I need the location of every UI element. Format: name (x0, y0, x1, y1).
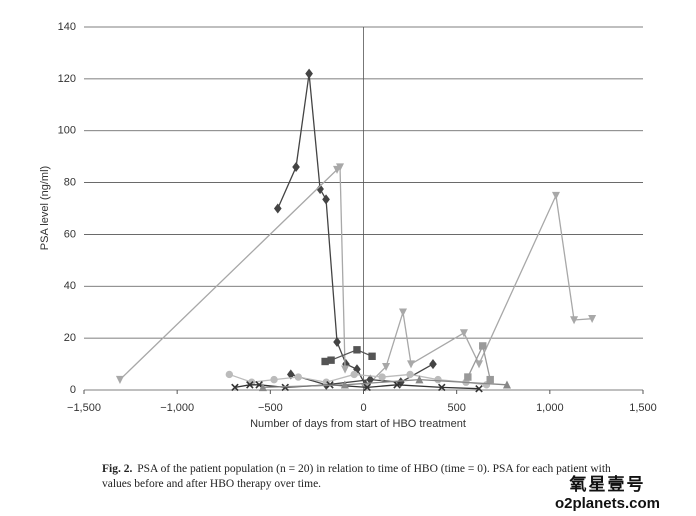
point (225, 370, 234, 379)
point (429, 359, 437, 370)
y-tick-label: 120 (58, 73, 76, 85)
x-tick-label: 0 (360, 402, 366, 414)
series-line (119, 165, 346, 381)
point (258, 383, 267, 392)
point (378, 373, 386, 381)
y-tick-label: 100 (58, 125, 76, 137)
x-tick-label: −500 (258, 402, 283, 414)
point (588, 314, 597, 324)
point (475, 360, 484, 369)
point (434, 375, 442, 384)
point (502, 380, 511, 389)
y-tick-label: 40 (64, 280, 76, 292)
point (322, 194, 330, 205)
point (459, 329, 468, 338)
point (294, 373, 302, 381)
point (341, 365, 350, 374)
point (350, 370, 358, 379)
x-tick-label: 1,500 (629, 402, 657, 414)
chart: Number of days from start of HBO treatme… (39, 21, 657, 430)
point (327, 356, 335, 364)
point (368, 352, 376, 360)
y-axis-label: PSA level (ng/ml) (39, 166, 51, 250)
point (292, 161, 300, 173)
point (393, 381, 401, 389)
point (353, 346, 361, 354)
point (407, 360, 416, 369)
watermark-name: 氧星壹号 (569, 475, 646, 494)
y-tick-label: 80 (64, 176, 76, 188)
point (273, 203, 282, 214)
point (366, 374, 375, 385)
point (336, 163, 345, 172)
point (398, 308, 408, 317)
y-tick-label: 0 (70, 384, 76, 396)
point (270, 375, 278, 384)
watermark-url: o2planets.com (554, 495, 660, 512)
point (551, 191, 560, 200)
point (246, 381, 254, 389)
caption-label: Fig. 2. (102, 463, 133, 475)
caption-text: PSA of the patient population (n = 20) i… (102, 463, 611, 490)
point (486, 375, 494, 384)
x-tick-label: −1,500 (67, 402, 101, 414)
y-tick-label: 60 (64, 228, 76, 240)
point (115, 375, 124, 384)
point (437, 383, 446, 392)
x-tick-label: −1,000 (160, 402, 194, 414)
series-line (364, 193, 593, 388)
y-tick-label: 140 (58, 21, 76, 33)
point (305, 68, 313, 79)
point (464, 373, 472, 381)
point (281, 383, 290, 392)
point (231, 383, 239, 392)
point (479, 342, 487, 350)
point (570, 316, 579, 325)
point (382, 362, 391, 371)
point (333, 337, 341, 348)
point (363, 383, 371, 392)
series-line (262, 378, 508, 389)
point (287, 369, 295, 380)
point (340, 380, 349, 389)
point (321, 357, 329, 366)
point (475, 384, 483, 393)
watermark: 氧星壹号 o2planets.com (555, 470, 660, 512)
x-tick-label: 1,000 (536, 402, 564, 414)
caption: Fig. 2. PSA of the patient population (n… (102, 462, 622, 492)
y-tick-label: 20 (64, 332, 76, 344)
x-axis-label: Number of days from start of HBO treatme… (250, 418, 466, 430)
point (415, 375, 424, 384)
x-tick-label: 500 (447, 402, 465, 414)
point (406, 370, 414, 379)
